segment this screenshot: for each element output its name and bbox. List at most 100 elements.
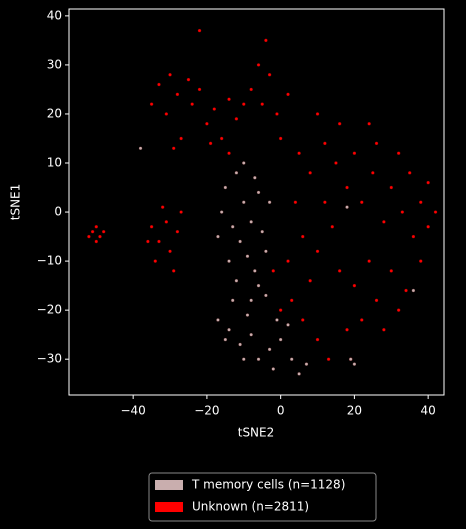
point [153, 259, 158, 263]
point [286, 259, 290, 263]
point [168, 249, 172, 254]
point [94, 225, 99, 229]
x-axis-label: tSNE2 [238, 426, 275, 440]
point [419, 259, 423, 263]
point [245, 313, 250, 317]
point [219, 210, 224, 214]
point [411, 234, 416, 239]
point [404, 288, 408, 293]
point [227, 151, 231, 155]
point [407, 171, 412, 175]
point [371, 171, 375, 175]
point [323, 200, 327, 204]
point [278, 308, 283, 312]
y-tick-label: −20 [37, 303, 62, 317]
point [98, 234, 102, 239]
x-tick-label: 20 [347, 404, 362, 418]
point [253, 269, 257, 273]
point [330, 225, 335, 229]
point [175, 92, 180, 97]
point [164, 112, 169, 116]
point [389, 269, 394, 273]
point [286, 323, 290, 327]
point [267, 72, 272, 77]
point [301, 318, 305, 322]
y-tick-label: 10 [47, 156, 62, 170]
point [157, 82, 161, 87]
point [179, 210, 183, 214]
point [223, 185, 228, 190]
point [315, 249, 320, 254]
point [345, 205, 349, 209]
point [242, 357, 246, 361]
x-tick-label: −20 [194, 404, 219, 418]
point [242, 102, 246, 106]
point [230, 298, 235, 303]
point [227, 328, 231, 332]
point [352, 362, 357, 366]
point [245, 254, 250, 258]
point [230, 225, 235, 229]
point [249, 332, 253, 337]
point [360, 200, 364, 204]
point [337, 122, 342, 126]
x-tick-label: 0 [277, 404, 285, 418]
legend-swatch [155, 480, 183, 490]
point [293, 200, 298, 204]
point [186, 77, 191, 82]
point [352, 151, 357, 155]
point [249, 87, 253, 92]
y-tick-label: 30 [47, 57, 62, 71]
point [164, 220, 169, 224]
point [190, 102, 194, 106]
point [334, 161, 338, 165]
point [278, 136, 283, 141]
point [345, 185, 349, 190]
point [286, 92, 290, 97]
point [256, 190, 261, 195]
point [149, 225, 154, 229]
point [260, 229, 264, 234]
point [149, 102, 154, 106]
point [234, 171, 239, 175]
point [289, 357, 294, 361]
point [400, 210, 405, 214]
point [267, 200, 272, 204]
point [249, 220, 253, 224]
legend-box [148, 472, 377, 522]
point [238, 239, 242, 244]
point [411, 288, 416, 293]
point [264, 38, 268, 43]
point [367, 122, 371, 126]
legend-label: Unknown (n=2811) [192, 500, 309, 514]
point [94, 239, 99, 244]
y-tick-label: −10 [37, 254, 62, 268]
point [242, 161, 246, 165]
y-tick-label: −30 [37, 352, 62, 366]
point [205, 122, 209, 126]
point [308, 171, 312, 175]
point [197, 87, 202, 92]
plot-frame [68, 8, 445, 396]
point [289, 298, 294, 303]
point [197, 28, 202, 33]
point [171, 269, 176, 273]
point [101, 229, 106, 234]
point [227, 97, 231, 101]
y-tick-label: 20 [47, 106, 62, 120]
y-axis-label: tSNE1 [9, 184, 23, 221]
point [256, 283, 261, 288]
point [389, 185, 394, 190]
y-tick-label: 0 [54, 205, 62, 219]
point [171, 146, 176, 151]
legend-label: T memory cells (n=1128) [191, 478, 345, 492]
point [419, 200, 423, 204]
point [323, 141, 327, 146]
point [249, 298, 253, 303]
point [352, 283, 357, 288]
point [234, 278, 239, 283]
point [367, 259, 371, 263]
